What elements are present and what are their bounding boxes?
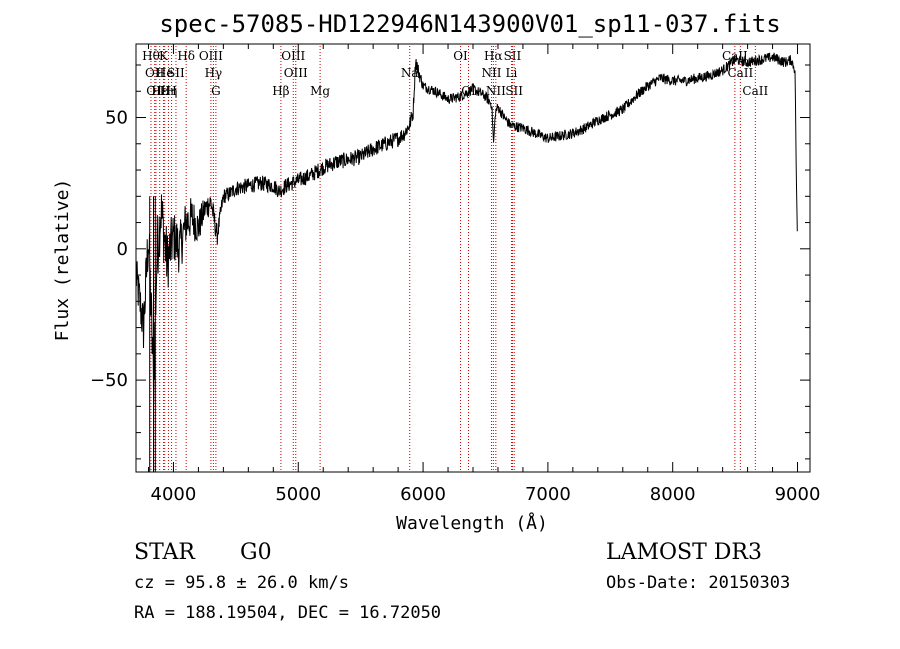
spectral-line-label: CaII: [742, 84, 768, 98]
spectral-line-label: NII: [481, 66, 501, 80]
spectral-line-label: OII: [146, 84, 166, 98]
spectral-line-label: SII: [505, 84, 523, 98]
y-axis-label: Flux (relative): [52, 179, 73, 342]
spectral-line-markers: [150, 46, 756, 472]
flux-series-line: [135, 52, 798, 472]
spectral-line-label: Hβ: [272, 84, 289, 98]
spectral-line-label: Hη: [160, 84, 178, 98]
spectral-line-label: OI: [453, 49, 468, 63]
y-tick-label: 50: [105, 108, 128, 129]
object-class: STAR: [134, 540, 195, 565]
spectral-line-label: Hα: [484, 49, 503, 63]
spectral-line-label: OIII: [281, 49, 305, 63]
plot-frame: [135, 43, 811, 473]
y-tick-label: 0: [117, 239, 128, 260]
spectral-line-label: CaII: [727, 66, 753, 80]
axis-ticks: [136, 44, 810, 472]
survey-name: LAMOST DR3: [606, 540, 762, 565]
x-tick-label: 4000: [151, 484, 197, 505]
x-tick-label: 8000: [650, 484, 696, 505]
spectral-line-label: Hε: [151, 84, 168, 98]
spectral-line-label: G: [211, 84, 221, 98]
spectral-line-label: Li: [506, 66, 518, 80]
spectral-line-label: Na: [401, 66, 419, 80]
observation-date: Obs-Date: 20150303: [606, 573, 791, 593]
x-tick-label: 9000: [775, 484, 821, 505]
redshift-readout: cz = 95.8 ± 26.0 km/s: [134, 573, 349, 593]
coordinates-readout: RA = 188.19504, DEC = 16.72050: [134, 603, 442, 623]
spectral-line-label: NII: [486, 84, 506, 98]
spectral-line-label: Hδ: [177, 49, 195, 63]
x-tick-label: 5000: [275, 484, 321, 505]
spectral-line-label: K: [159, 49, 169, 63]
axis-tick-labels: 4000 5000 6000 7000 8000 9000 −50 0 50: [90, 108, 820, 505]
spectral-line-label: OIII: [284, 66, 308, 80]
spectral-line-label: He: [156, 66, 174, 80]
x-axis-label: Wavelength (Å): [396, 512, 548, 534]
spectral-line-label: OIII: [199, 49, 223, 63]
x-tick-label: 7000: [525, 484, 571, 505]
y-tick-label: −50: [90, 370, 128, 391]
spectral-line-label: SII: [504, 49, 522, 63]
x-tick-label: 6000: [400, 484, 446, 505]
spectral-line-label: Mg: [310, 84, 330, 98]
spectral-line-label: Hθ: [142, 49, 160, 63]
spectral-line-label: H: [166, 84, 176, 98]
spectral-line-label: OII: [145, 66, 165, 80]
spectral-line-label: SII: [167, 66, 185, 80]
spectral-line-label: Hγ: [205, 66, 223, 80]
chart-title: spec-57085-HD122946N143900V01_sp11-037.f…: [159, 10, 780, 38]
object-subclass: G0: [240, 540, 272, 565]
